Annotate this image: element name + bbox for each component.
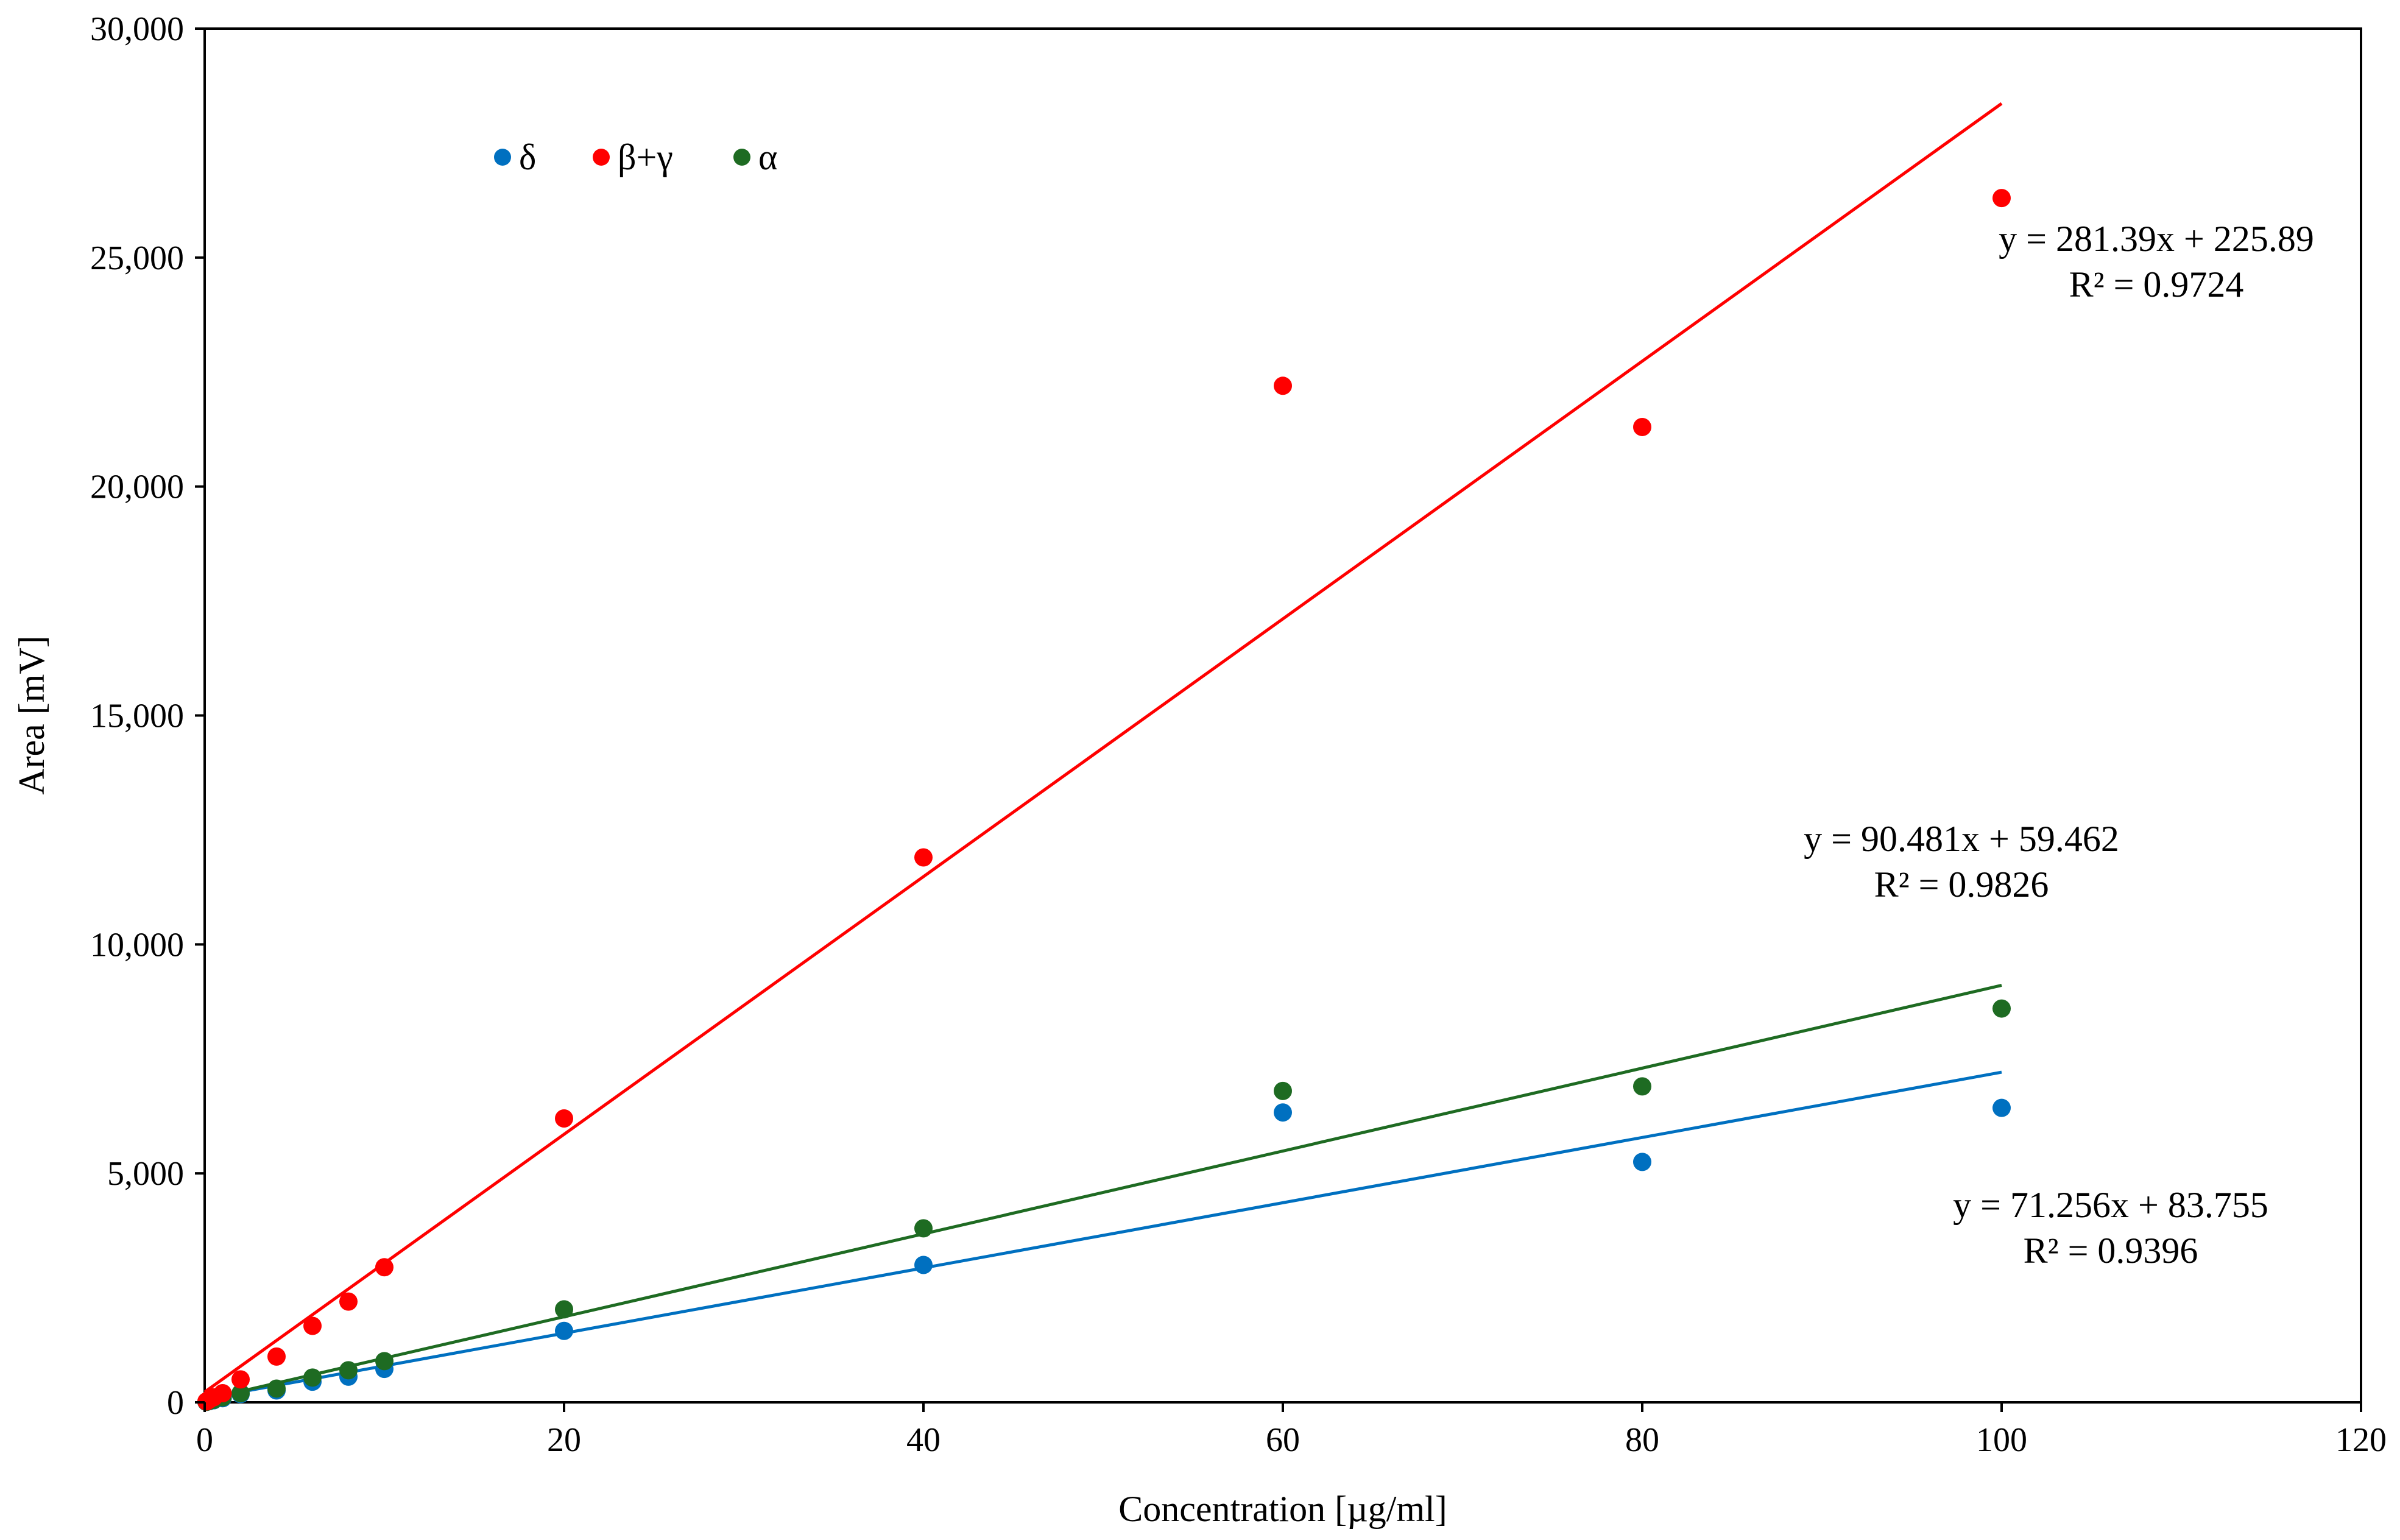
point-beta-gamma xyxy=(914,848,933,867)
point-beta-gamma xyxy=(339,1292,358,1311)
point-delta xyxy=(1274,1103,1292,1122)
y-tick-label: 25,000 xyxy=(90,239,184,277)
x-axis-title: Concentration [µg/ml] xyxy=(1118,1489,1447,1529)
axis-ticks: 0 20 40 60 80 100 120 0 5,000 10,000 15,000 20,000 2… xyxy=(90,10,2387,1459)
point-beta-gamma xyxy=(267,1347,286,1366)
trendline-delta xyxy=(204,1070,2002,1400)
point-delta xyxy=(914,1256,933,1274)
x-tick-label: 120 xyxy=(2335,1421,2387,1459)
x-tick-label: 0 xyxy=(196,1421,213,1459)
x-tick-label: 40 xyxy=(906,1421,941,1459)
trendline-annotation-alpha: y = 90.481x + 59.462 R² = 0.9826 xyxy=(1804,819,2119,905)
point-delta xyxy=(555,1321,573,1340)
trendline-annotation-delta: y = 71.256x + 83.755 R² = 0.9396 xyxy=(1953,1185,2268,1271)
legend-label-alpha: α xyxy=(758,137,777,177)
point-beta-gamma xyxy=(1274,376,1292,395)
equation-delta: y = 71.256x + 83.755 xyxy=(1953,1185,2268,1225)
x-tick-label: 80 xyxy=(1625,1421,1659,1459)
trendlines xyxy=(203,102,2003,1401)
y-tick-label: 10,000 xyxy=(90,926,184,964)
trendline-annotation-beta-gamma: y = 281.39x + 225.89 R² = 0.9724 xyxy=(1999,219,2314,305)
x-tick-label: 20 xyxy=(547,1421,581,1459)
equation-beta-gamma: y = 281.39x + 225.89 xyxy=(1999,219,2314,259)
point-alpha xyxy=(914,1219,933,1238)
y-tick-label: 0 xyxy=(167,1384,184,1422)
point-delta xyxy=(1992,1098,2011,1117)
y-tick-label: 15,000 xyxy=(90,698,184,735)
point-beta-gamma xyxy=(231,1370,250,1389)
trendline-beta-gamma xyxy=(203,102,2003,1394)
legend-marker-beta-gamma xyxy=(593,149,610,166)
y-tick-label: 30,000 xyxy=(90,10,184,48)
point-alpha xyxy=(1633,1077,1651,1096)
y-tick-label: 5,000 xyxy=(107,1155,184,1193)
point-alpha xyxy=(1274,1081,1292,1100)
data-points xyxy=(197,189,2011,1411)
point-alpha xyxy=(231,1383,250,1402)
legend-label-beta-gamma: β+γ xyxy=(618,137,673,177)
legend-label-delta: δ xyxy=(519,137,536,177)
point-alpha xyxy=(303,1368,322,1387)
r2-beta-gamma: R² = 0.9724 xyxy=(2069,264,2244,305)
equation-alpha: y = 90.481x + 59.462 xyxy=(1804,819,2119,859)
point-delta xyxy=(1633,1153,1651,1171)
r2-delta: R² = 0.9396 xyxy=(2024,1231,2198,1271)
point-alpha xyxy=(267,1379,286,1398)
point-beta-gamma xyxy=(213,1383,232,1402)
point-alpha xyxy=(1992,999,2011,1018)
legend-marker-alpha xyxy=(733,149,750,166)
legend: δ β+γ α xyxy=(494,137,777,177)
point-alpha xyxy=(555,1300,573,1319)
x-tick-label: 100 xyxy=(1976,1421,2027,1459)
point-alpha xyxy=(339,1361,358,1380)
point-alpha xyxy=(375,1352,394,1371)
point-beta-gamma xyxy=(1992,189,2011,208)
legend-marker-delta xyxy=(494,149,511,166)
y-tick-label: 20,000 xyxy=(90,468,184,506)
r2-alpha: R² = 0.9826 xyxy=(1874,864,2049,905)
point-beta-gamma xyxy=(303,1316,322,1335)
point-beta-gamma xyxy=(375,1258,394,1277)
point-beta-gamma xyxy=(555,1109,573,1128)
x-tick-label: 60 xyxy=(1266,1421,1300,1459)
y-axis-title: Area [mV] xyxy=(12,635,52,795)
trendline-alpha xyxy=(204,983,2002,1401)
point-beta-gamma xyxy=(1633,417,1651,436)
